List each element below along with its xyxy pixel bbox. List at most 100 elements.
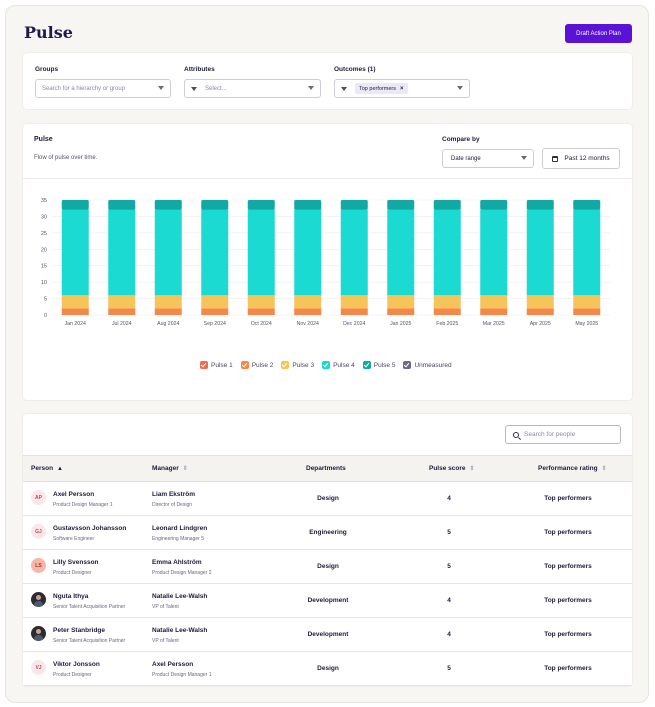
person-role: Software Engineer: [53, 536, 95, 542]
column-performance-rating[interactable]: Performance rating ⇕: [538, 465, 607, 472]
groups-placeholder: Search for a hierarchy or group: [42, 85, 126, 92]
manager-name[interactable]: Leonard Lindgren: [152, 525, 208, 532]
avatar: [31, 592, 46, 607]
chevron-down-icon: [457, 86, 463, 90]
search-icon: [513, 432, 519, 438]
table-row[interactable]: Peter Stanbridge Senior Talent Acquisitio…: [23, 618, 632, 652]
pulse-score-cell: 4: [447, 631, 451, 638]
department-cell: Design: [317, 563, 339, 570]
person-role: Product Designer: [53, 570, 92, 576]
legend-swatch: [200, 361, 208, 369]
person-role: Senior Talent Acquisition Partner: [53, 604, 126, 610]
legend-item[interactable]: Unmeasured: [403, 361, 452, 369]
legend-label: Pulse 1: [211, 361, 233, 369]
column-pulse-score-label: Pulse score: [429, 465, 466, 472]
legend-swatch: [240, 361, 249, 369]
table-row[interactable]: GJ Gustavsson Johansson Software Engineer L…: [23, 516, 632, 550]
column-departments: Departments: [306, 465, 346, 472]
legend-item[interactable]: Pulse 1: [200, 361, 233, 369]
sort-icon: ⇕: [601, 466, 607, 472]
column-person[interactable]: Person ▲: [31, 465, 63, 472]
people-search-input[interactable]: Search for people: [505, 425, 621, 444]
legend-label: Unmeasured: [414, 361, 452, 369]
manager-name[interactable]: Axel Persson: [152, 661, 194, 668]
manager-name[interactable]: Natalie Lee-Walsh: [152, 627, 208, 634]
table-row[interactable]: AP Axel Persson Product Design Manager 1 Li…: [23, 482, 632, 516]
department-cell: Engineering: [309, 529, 347, 536]
table-row[interactable]: VJ Viktor Jonsson Product Designer Axel Per…: [23, 652, 632, 686]
legend-label: Pulse 2: [251, 361, 274, 369]
pulse-score-cell: 5: [447, 529, 451, 536]
person-role: Product Design Manager 1: [53, 502, 113, 508]
outcomes-select[interactable]: Top performers ×: [334, 79, 470, 98]
avatar: VJ: [31, 660, 46, 675]
avatar-initials: AP: [35, 494, 42, 501]
person-name[interactable]: Axel Persson: [53, 491, 95, 498]
pulse-card: [23, 124, 632, 400]
date-range-value: Past 12 months: [564, 155, 610, 162]
table-header: Person ▲ Manager ⇕ Departments Pulse score…: [23, 455, 632, 482]
column-manager-label: Manager: [152, 465, 179, 472]
manager-name[interactable]: Liam Ekström: [152, 491, 195, 498]
page-title: Pulse: [24, 23, 73, 42]
pulse-score-cell: 5: [447, 563, 451, 570]
legend-item[interactable]: Pulse 5: [362, 361, 395, 369]
avatar-head-shape: [36, 595, 41, 600]
table-row[interactable]: Nguta Ithya Senior Talent Acquisition Par…: [23, 584, 632, 618]
legend-item[interactable]: Pulse 2: [240, 361, 274, 369]
person-name[interactable]: Lilly Svensson: [53, 559, 99, 566]
avatar: GJ: [31, 524, 46, 539]
compare-by-label: Compare by: [442, 136, 480, 143]
legend-label: Pulse 4: [333, 361, 355, 369]
column-performance-label: Performance rating: [538, 465, 598, 472]
performance-rating-cell: Top performers: [544, 495, 592, 502]
manager-role: Director of Design: [152, 502, 193, 508]
sort-icon: ⇕: [182, 466, 188, 472]
legend-swatch: [403, 361, 412, 369]
manager-role: Product Design Manager 1: [152, 672, 212, 678]
chevron-down-icon: [158, 86, 164, 90]
person-name[interactable]: Viktor Jonsson: [53, 661, 100, 668]
groups-select[interactable]: Search for a hierarchy or group: [35, 79, 171, 98]
attributes-placeholder: Select...: [205, 85, 227, 92]
filter-icon: [341, 86, 347, 91]
legend-label: Pulse 3: [292, 361, 315, 369]
performance-rating-cell: Top performers: [544, 631, 592, 638]
table-row[interactable]: LS Lilly Svensson Product Designer Emma Ahl…: [23, 550, 632, 584]
person-name[interactable]: Nguta Ithya: [53, 593, 89, 600]
column-departments-label: Departments: [306, 465, 346, 472]
people-search-placeholder: Search for people: [524, 431, 576, 438]
manager-name[interactable]: Emma Ahlström: [152, 559, 202, 566]
person-name[interactable]: Peter Stanbridge: [53, 627, 106, 634]
manager-role: VP of Talent: [152, 638, 179, 644]
column-manager[interactable]: Manager ⇕: [152, 465, 188, 472]
avatar-body-shape: [34, 635, 43, 641]
legend-item[interactable]: Pulse 4: [322, 361, 355, 369]
attributes-select[interactable]: Select...: [184, 79, 321, 98]
date-range-button[interactable]: Past 12 months: [542, 148, 620, 169]
avatar-head-shape: [36, 629, 41, 634]
compare-by-select[interactable]: Date range: [442, 149, 534, 168]
person-role: Senior Talent Acquisition Partner: [53, 638, 126, 644]
avatar-initials: LS: [35, 562, 42, 569]
performance-rating-cell: Top performers: [544, 665, 592, 672]
person-name[interactable]: Gustavsson Johansson: [53, 525, 127, 532]
performance-rating-cell: Top performers: [544, 597, 592, 604]
department-cell: Design: [317, 665, 339, 672]
filter-icon: [191, 86, 197, 91]
column-pulse-score[interactable]: Pulse score ⇕: [429, 465, 475, 472]
draft-action-plan-button[interactable]: Draft Action Plan: [565, 24, 632, 43]
chevron-down-icon: [521, 156, 527, 160]
legend-swatch: [362, 361, 371, 369]
legend-item[interactable]: Pulse 3: [281, 361, 314, 369]
groups-label: Groups: [35, 66, 59, 73]
sort-icon: ⇕: [469, 466, 475, 472]
department-cell: Development: [307, 597, 349, 604]
outcomes-label: Outcomes (1): [334, 66, 376, 73]
close-icon[interactable]: ×: [400, 85, 404, 92]
avatar-initials: GJ: [35, 528, 42, 535]
manager-name[interactable]: Natalie Lee-Walsh: [152, 593, 208, 600]
legend-swatch: [322, 361, 331, 369]
column-person-label: Person: [31, 465, 54, 472]
chart-divider: [23, 178, 632, 179]
